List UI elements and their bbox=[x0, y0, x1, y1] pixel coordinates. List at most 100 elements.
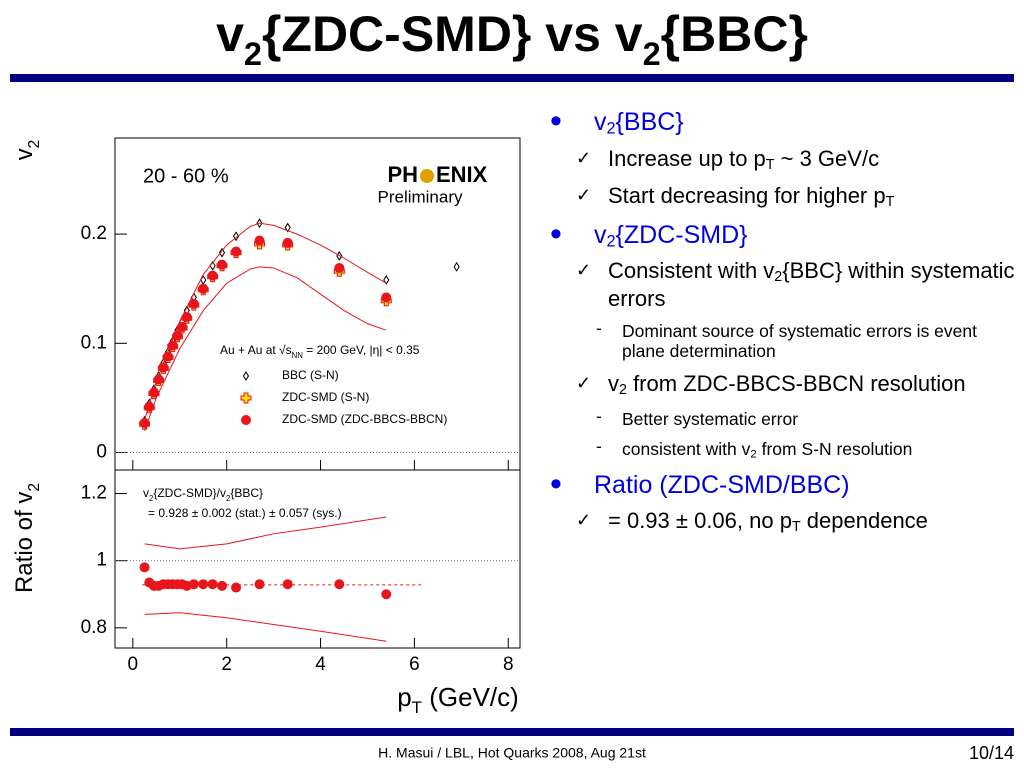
bullet-text: {ZDC-SMD} bbox=[615, 220, 748, 249]
legend-label: ZDC-SMD (S-N) bbox=[282, 390, 369, 404]
slide-title-part: 2 bbox=[643, 36, 661, 72]
bullet-item: Start decreasing for higher pT bbox=[548, 183, 1018, 210]
point bbox=[241, 415, 251, 425]
point bbox=[231, 582, 242, 593]
point bbox=[381, 589, 392, 600]
legend-title-part: = 200 GeV, |η| < 0.35 bbox=[303, 343, 420, 357]
ratio-axis-label: Ratio of v2 bbox=[11, 483, 42, 593]
band-line bbox=[144, 266, 387, 431]
bullet-text: Better systematic error bbox=[622, 408, 799, 429]
bullet-item: Better systematic error bbox=[548, 406, 1018, 429]
y-axis-label-part: 2 bbox=[26, 140, 43, 149]
bullet-text: {BBC} bbox=[615, 108, 684, 136]
bullet-text: v bbox=[594, 108, 607, 136]
bullet-list: v2{BBC}Increase up to pT ~ 3 GeV/cStart … bbox=[548, 102, 1018, 545]
bullet-text: 2 bbox=[619, 382, 627, 399]
logo-star bbox=[420, 169, 434, 183]
point bbox=[139, 418, 150, 429]
x-tick-label: 4 bbox=[315, 654, 326, 675]
ratio-annotation-part: {ZDC-SMD}/v bbox=[153, 486, 226, 500]
bullet-text: 2 bbox=[774, 269, 783, 286]
bullet-text: T bbox=[885, 194, 895, 211]
ratio-annotation-value: = 0.928 ± 0.002 (stat.) ± 0.057 (sys.) bbox=[148, 506, 342, 520]
title-rule bbox=[10, 74, 1014, 82]
x-tick-label: 0 bbox=[128, 654, 139, 675]
legend-title-part: Au + Au at √s bbox=[220, 343, 292, 357]
ratio-annotation: v2{ZDC-SMD}/v2{BBC} bbox=[143, 486, 263, 502]
slide-title-part: {ZDC-SMD} vs v bbox=[262, 6, 643, 62]
point bbox=[181, 312, 192, 323]
centrality-label: 20 - 60 % bbox=[143, 165, 229, 187]
bullet-item: = 0.93 ± 0.06, no pT dependence bbox=[548, 508, 1018, 535]
point bbox=[254, 235, 265, 246]
bullet-item: consistent with v2 from S-N resolution bbox=[548, 436, 1018, 461]
footer-rule bbox=[10, 728, 1014, 736]
bullet-item: v2 from ZDC-BBCS-BBCN resolution bbox=[548, 371, 1018, 398]
bullet-text: dependence bbox=[800, 507, 928, 533]
footer-text: H. Masui / LBL, Hot Quarks 2008, Aug 21s… bbox=[378, 745, 646, 761]
point bbox=[383, 275, 390, 285]
bullet-text: v bbox=[594, 220, 607, 249]
ratio-annotation-part: v bbox=[143, 486, 149, 500]
point bbox=[334, 262, 345, 273]
slide-title: v2{ZDC-SMD} vs v2{BBC} bbox=[216, 6, 808, 71]
plot-frame bbox=[114, 137, 521, 649]
bullet-text: from ZDC-BBCS-BBCN resolution bbox=[626, 371, 966, 397]
bullet-text: {BBC} within systematic errors bbox=[608, 258, 1015, 311]
point bbox=[242, 371, 250, 381]
point bbox=[148, 387, 159, 398]
ratio-annotation-part: {BBC} bbox=[230, 486, 263, 500]
point bbox=[188, 299, 199, 309]
bullet-item: Dominant source of systematic errors is … bbox=[548, 318, 1018, 362]
x-axis-label-part: (GeV/c) bbox=[422, 682, 519, 712]
bullet-text: ~ 3 GeV/c bbox=[774, 145, 880, 171]
slide-title-part: v bbox=[216, 6, 244, 62]
y-axis-label: v2 bbox=[11, 140, 42, 161]
bullet-item: Consistent with v2{BBC} within systemati… bbox=[548, 258, 1018, 311]
bullet-item: v2{ZDC-SMD} bbox=[548, 215, 1018, 254]
point bbox=[207, 579, 218, 590]
legend-label: BBC (S-N) bbox=[282, 368, 339, 382]
ratio-axis-label-part: 2 bbox=[26, 483, 43, 492]
point bbox=[334, 579, 345, 590]
logo-sub: Preliminary bbox=[377, 187, 463, 206]
bullet-text: T bbox=[765, 156, 775, 173]
slide-title-part: 2 bbox=[244, 36, 262, 72]
y-tick-label: 0.8 bbox=[81, 617, 107, 638]
point bbox=[282, 579, 293, 590]
slide-title-part: {BBC} bbox=[661, 6, 808, 62]
x-axis-label-part: T bbox=[412, 698, 422, 717]
point bbox=[198, 579, 209, 590]
ratio-axis-label-part: Ratio of v bbox=[11, 492, 38, 593]
logo-left: PH bbox=[387, 162, 418, 187]
y-axis-label-part: v bbox=[11, 148, 38, 160]
y-tick-label: 1.2 bbox=[81, 483, 107, 504]
point bbox=[198, 283, 209, 294]
bullet-item: v2{BBC} bbox=[548, 102, 1018, 141]
x-axis-label-part: p bbox=[397, 682, 411, 712]
band-line bbox=[144, 222, 387, 420]
x-tick-label: 2 bbox=[221, 654, 232, 675]
x-axis-label: pT (GeV/c) bbox=[397, 682, 519, 717]
bullet-text: 2 bbox=[606, 231, 616, 250]
x-tick-label: 6 bbox=[409, 654, 420, 675]
bullet-item: Increase up to pT ~ 3 GeV/c bbox=[548, 146, 1018, 173]
point bbox=[188, 579, 199, 590]
point bbox=[453, 261, 460, 272]
point bbox=[177, 321, 188, 332]
point bbox=[231, 246, 242, 257]
y-tick-label: 0.2 bbox=[81, 223, 107, 244]
bullet-text: 2 bbox=[750, 448, 757, 460]
band-line bbox=[144, 516, 387, 550]
point bbox=[284, 222, 291, 233]
x-tick-label: 8 bbox=[503, 654, 514, 675]
y-tick-label: 0.1 bbox=[81, 332, 107, 353]
bullet-item: Ratio (ZDC-SMD/BBC) bbox=[548, 465, 1018, 504]
bullet-text: Consistent with v bbox=[608, 258, 775, 284]
point bbox=[216, 580, 227, 591]
point bbox=[218, 247, 226, 258]
ratio-annotation-part: 2 bbox=[149, 494, 153, 503]
bullet-text: Dominant source of systematic errors is … bbox=[622, 321, 977, 362]
bullet-text: Start decreasing for higher p bbox=[608, 183, 886, 209]
bullet-text: consistent with v bbox=[622, 438, 751, 459]
